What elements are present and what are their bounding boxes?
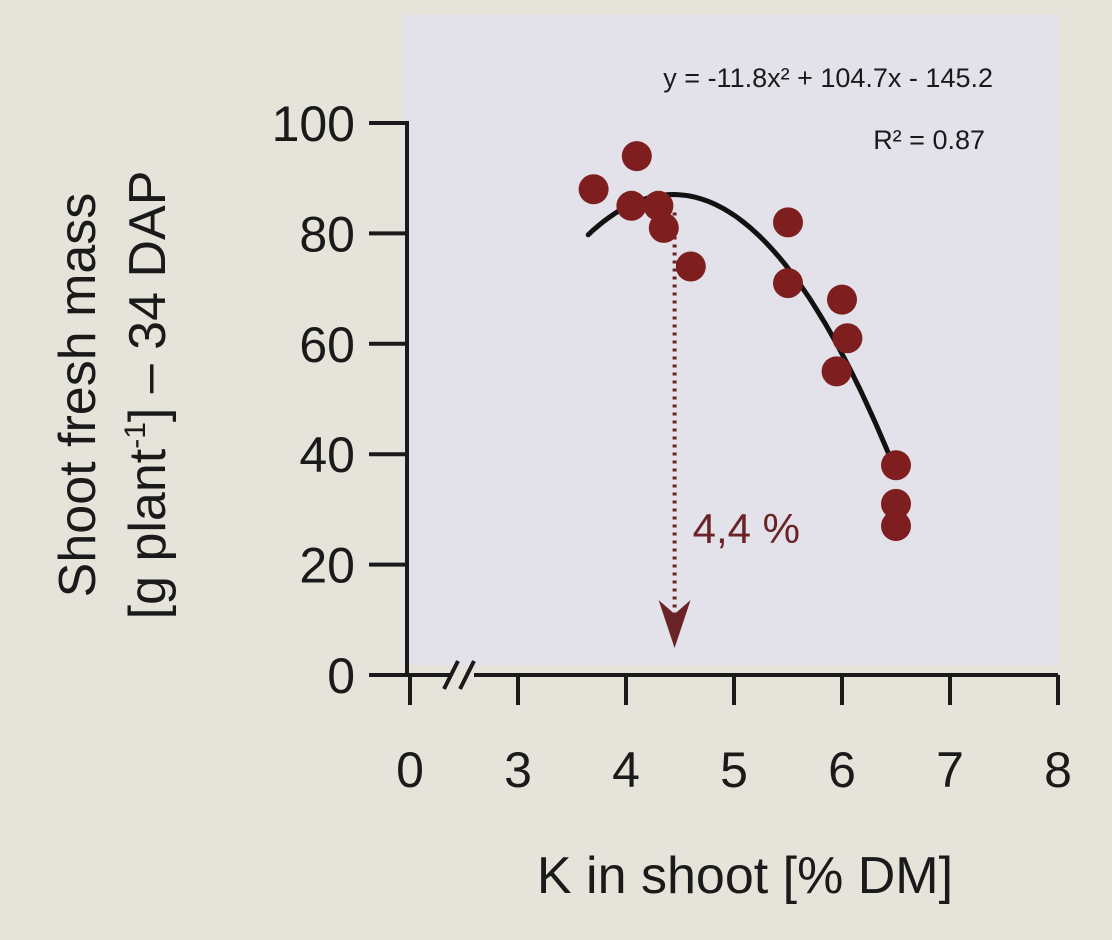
data-point (821, 356, 852, 387)
y-tick-label: 100 (272, 96, 355, 152)
fit-equation: y = -11.8x² + 104.7x - 145.2 (663, 63, 993, 93)
x-tick-label: 7 (936, 742, 964, 798)
data-point (616, 190, 647, 221)
plot-background (403, 15, 1058, 665)
axes: 0 20 40 60 80 100 0 3 4 5 6 7 8 (272, 96, 1072, 798)
fit-r-squared: R² = 0.87 (873, 125, 985, 155)
y-axis-label-line2: [g plant-1] – 34 DAP (119, 171, 177, 620)
x-tick-label: 6 (828, 742, 856, 798)
data-points (578, 141, 911, 541)
data-point (773, 268, 803, 299)
annotation-arrowhead (658, 600, 691, 648)
x-tick-label: 3 (504, 742, 532, 798)
annotation-group: 4,4 % (658, 212, 800, 648)
data-point (881, 450, 911, 481)
y-tick-label: 40 (299, 427, 355, 483)
axis-break-mark (442, 660, 460, 690)
data-point (881, 510, 911, 541)
data-point (773, 207, 803, 238)
y-axis-label-line1: Shoot fresh mass (49, 193, 107, 598)
y-tick-label: 60 (299, 317, 355, 373)
y-axis-label-sup: -1 (119, 422, 152, 449)
x-axis-label: K in shoot [% DM] (537, 847, 953, 905)
y-axis-label-suffix: ] – 34 DAP (119, 171, 177, 422)
y-axis-label-prefix: [g plant (119, 448, 177, 619)
x-tick-label: 8 (1044, 742, 1072, 798)
data-point (578, 174, 609, 205)
x-tick-label: 4 (612, 742, 640, 798)
x-tick-label: 5 (720, 742, 748, 798)
x-tick-label: 0 (396, 742, 424, 798)
axis-break-mark (458, 660, 476, 690)
data-point (648, 212, 679, 243)
y-tick-label: 0 (327, 648, 355, 704)
data-point (881, 488, 911, 519)
data-point (675, 251, 706, 282)
y-tick-label: 80 (299, 206, 355, 262)
data-point (832, 323, 863, 354)
annotation-label: 4,4 % (693, 505, 800, 552)
data-point (827, 284, 857, 315)
data-point (621, 141, 652, 172)
y-tick-label: 20 (299, 538, 355, 594)
